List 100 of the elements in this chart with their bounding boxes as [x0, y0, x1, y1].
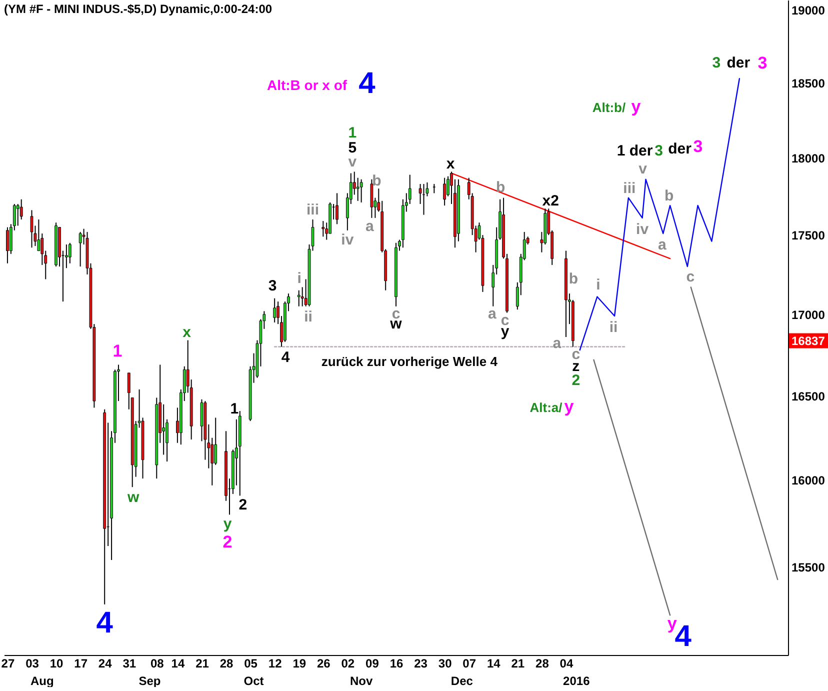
annotation: Alt:B or x of: [266, 77, 348, 93]
x-tick-label: 05: [244, 656, 258, 670]
annotation: x2: [542, 192, 559, 210]
x2-tick-label: Dec: [450, 674, 474, 688]
annotation: b: [372, 172, 382, 190]
candlestick: [356, 177, 360, 202]
annotation: iv: [636, 220, 650, 238]
annotation: 3: [693, 137, 703, 156]
annotation: der: [668, 140, 692, 158]
x-tick-label: 02: [341, 656, 355, 670]
annotation: ii: [304, 308, 312, 326]
candlestick: [37, 218, 40, 252]
candlestick: [16, 203, 20, 226]
x-tick-label: 14: [486, 656, 501, 670]
annotation: 4: [281, 348, 290, 366]
annotation: 3: [268, 277, 277, 294]
y-tick-label: 19000: [792, 4, 826, 18]
annotation: y: [667, 614, 678, 634]
candlestick: [432, 183, 436, 194]
annotation: iv: [341, 231, 354, 248]
annotation: ii: [609, 318, 618, 336]
candlestick: [30, 210, 34, 248]
annotation: 1: [112, 342, 122, 361]
annotation: c: [500, 312, 510, 329]
annotation: c: [686, 268, 695, 286]
annotation: w: [126, 489, 140, 506]
x-tick-label: 19: [292, 656, 306, 670]
annotation: v: [638, 160, 648, 178]
candlestick: [360, 178, 363, 203]
annotation: iii: [623, 180, 636, 197]
x-tick-label: 17: [74, 656, 88, 670]
x-tick-label: 12: [268, 656, 282, 670]
candlestick: [322, 220, 325, 238]
candlestick: [336, 192, 338, 225]
annotation: i: [297, 270, 302, 288]
line-series: [579, 78, 740, 351]
x-tick-label: 07: [462, 656, 476, 670]
annotation: Alt:b/: [592, 100, 626, 115]
annotation: y: [223, 516, 232, 533]
x2-tick-label: Oct: [244, 674, 264, 688]
annotation: i: [596, 276, 600, 294]
y-tick-label: 18000: [792, 151, 826, 166]
annotation: 3: [758, 54, 768, 73]
x2-tick-label: Nov: [350, 674, 373, 688]
x-tick-label: 27: [1, 656, 15, 670]
annotation: 2: [222, 532, 232, 552]
annotation: y: [564, 397, 574, 416]
candlestick: [297, 290, 300, 307]
x-tick-label: 09: [366, 656, 380, 670]
candlestick: [78, 231, 82, 268]
candlestick: [273, 298, 276, 323]
annotation: b: [568, 270, 578, 288]
x-tick-label: 31: [122, 656, 136, 670]
x2-tick-label: 2016: [563, 674, 590, 688]
y-tick-label: 16000: [792, 474, 826, 488]
candlestick: [162, 404, 166, 456]
annotation: b: [496, 178, 506, 196]
x-tick-label: 24: [98, 656, 112, 670]
annotation: 4: [358, 67, 376, 100]
annotation: a: [658, 236, 667, 254]
annotation: x: [182, 324, 192, 342]
candlestick: [214, 417, 218, 466]
annotation: x: [446, 156, 456, 173]
candlestick: [200, 398, 204, 442]
annotation: der: [726, 54, 750, 72]
chart-title: (YM #F - MINI INDUS.-$5,D) Dynamic,0:00-24:00: [4, 2, 272, 16]
y-tick-label: 16500: [792, 390, 826, 404]
x-tick-label: 23: [414, 656, 428, 670]
candlestick: [370, 178, 374, 218]
candlestick: [6, 226, 9, 264]
annotation: 1 der: [616, 142, 653, 160]
x-tick-label: 21: [196, 656, 210, 670]
x-tick-label: 08: [150, 656, 164, 670]
x-tick-label: 04: [560, 656, 574, 670]
annotation: zurück zur vorherige Welle 4: [321, 354, 498, 369]
y-tick-label: 18500: [792, 76, 826, 91]
annotation: 2: [238, 496, 248, 514]
x-tick-label: 28: [220, 656, 234, 670]
x-tick-label: 16: [390, 656, 404, 670]
annotation: b: [664, 188, 674, 205]
x-tick-label: 30: [438, 656, 452, 670]
annotation: 3: [654, 142, 663, 160]
annotation: Alt:a/: [530, 400, 563, 415]
annotation: 3: [712, 54, 721, 72]
x-tick-label: 14: [171, 656, 185, 670]
x-tick-label: 28: [536, 656, 550, 670]
x-tick-label: 26: [316, 656, 331, 670]
x-tick-label: 10: [50, 656, 64, 670]
annotation: 1: [230, 400, 239, 418]
x-tick-label: 03: [26, 656, 40, 670]
candlestick: [443, 177, 446, 206]
annotation: 4: [96, 606, 114, 640]
candlestick: [68, 242, 72, 264]
annotation: y: [631, 97, 642, 116]
annotation: a: [366, 218, 375, 235]
y-tick-label: 17000: [792, 308, 826, 322]
annotation: 1: [348, 124, 357, 142]
annotation: a: [488, 305, 497, 322]
annotation: iii: [306, 201, 319, 218]
y-tick-label: 17500: [792, 228, 826, 243]
